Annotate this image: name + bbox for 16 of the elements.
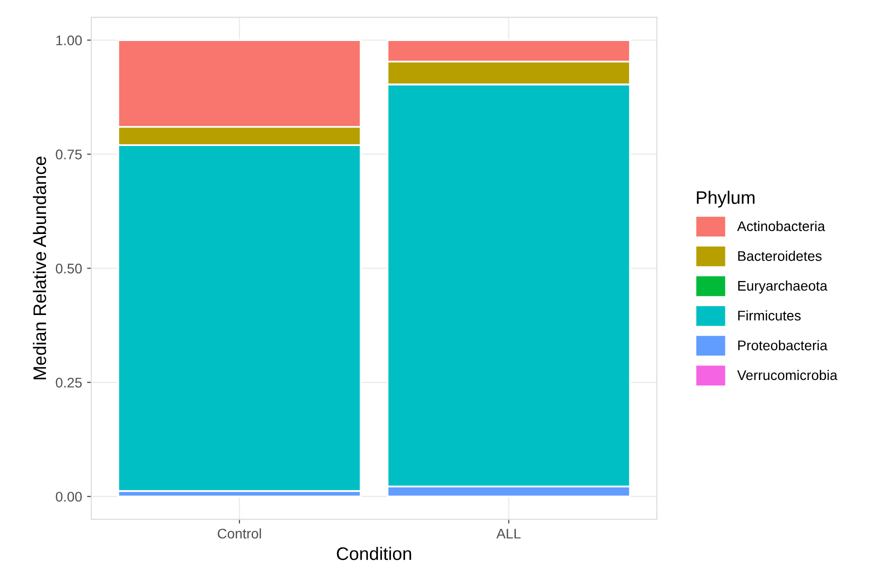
legend-label: Euryarchaeota [738, 280, 828, 294]
y-tick-label: 1.00 [56, 35, 82, 46]
legend-label: Verrucomicrobia [737, 370, 838, 380]
legend-label: Bacteroidetes [738, 250, 822, 261]
legend-label: Firmicutes [738, 310, 801, 321]
x-tick-label: Control [218, 528, 261, 539]
y-tick-label: 0.00 [56, 492, 82, 502]
y-tick-label: 0.50 [56, 264, 82, 274]
legend-title: Phylum [696, 190, 754, 208]
x-axis-title: Condition [336, 546, 412, 560]
y-tick-label: 0.25 [56, 378, 82, 388]
x-tick-label: ALL [496, 528, 521, 538]
legend-label: Proteobacteria [738, 340, 828, 350]
y-axis-title: Median Relative Abundance [32, 156, 46, 380]
legend-label: Actinobacteria [737, 220, 826, 232]
y-tick-label: 0.75 [56, 150, 82, 160]
